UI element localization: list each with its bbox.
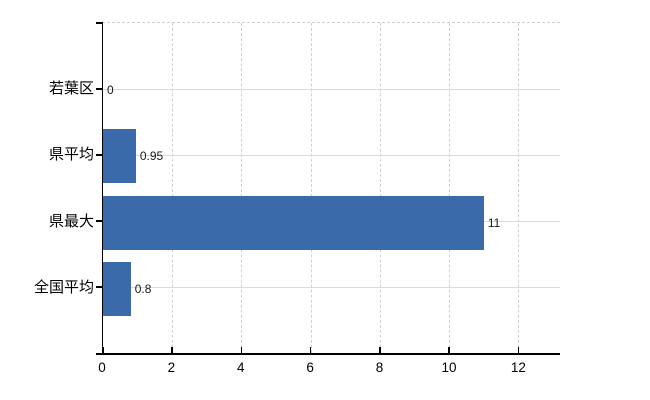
y-axis-tick <box>96 88 103 90</box>
bar-value-label: 0 <box>107 82 114 97</box>
category-label: 若葉区 <box>48 79 94 97</box>
x-tick-label: 6 <box>306 360 314 375</box>
x-tick-label: 4 <box>237 360 245 375</box>
x-axis-labels: 0 2 4 6 8 10 12 <box>98 359 560 379</box>
x-axis-tick <box>379 347 381 353</box>
x-axis-tick <box>240 347 243 353</box>
y-axis-labels: 若葉区県平均県最大全国平均 <box>0 22 94 355</box>
y-axis-tick <box>96 154 103 156</box>
x-tick-label: 8 <box>375 360 384 375</box>
x-axis-tick <box>517 347 520 353</box>
chart-bar <box>103 129 136 184</box>
category-label: 県最大 <box>48 212 94 230</box>
horizontal-gridline <box>103 89 560 90</box>
x-axis-left-extension <box>96 353 103 355</box>
bar-value-label: 0.95 <box>139 149 164 164</box>
horizontal-gridline <box>103 287 560 288</box>
x-tick-label: 12 <box>510 360 526 375</box>
x-tick-label: 0 <box>98 360 106 375</box>
horizontal-gridline <box>103 155 560 156</box>
chart-bar <box>103 262 131 317</box>
y-axis-top-tick <box>96 22 103 24</box>
y-axis-tick <box>96 286 103 288</box>
x-axis-tick <box>102 347 104 353</box>
vertical-gridline <box>172 23 174 353</box>
vertical-gridline <box>379 23 381 353</box>
x-axis-tick <box>171 347 173 353</box>
vertical-gridline <box>518 23 520 353</box>
plot-area: 0 0.95 11 0.8 <box>96 22 560 355</box>
x-tick-label: 10 <box>441 360 457 375</box>
category-label: 県平均 <box>48 146 94 164</box>
vertical-gridline <box>449 23 451 353</box>
bar-value-label: 0.8 <box>134 282 152 297</box>
x-tick-label: 2 <box>167 360 176 375</box>
vertical-gridline <box>241 23 243 353</box>
category-label: 全国平均 <box>33 279 94 297</box>
chart-bar <box>103 195 484 250</box>
x-axis-tick <box>309 347 312 353</box>
vertical-gridline <box>310 23 312 353</box>
x-axis-tick <box>448 347 450 353</box>
bar-value-label: 11 <box>487 215 501 230</box>
y-axis-tick <box>96 220 103 222</box>
